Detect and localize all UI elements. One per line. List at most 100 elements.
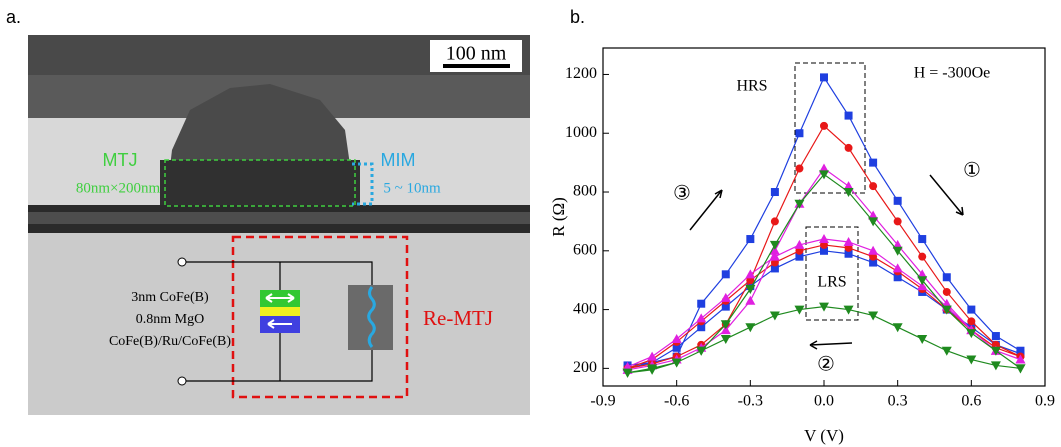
marker bbox=[769, 311, 780, 321]
marker bbox=[868, 210, 879, 220]
marker bbox=[843, 181, 854, 191]
marker bbox=[697, 299, 706, 308]
y-tick-label: 200 bbox=[573, 359, 597, 376]
marker bbox=[622, 368, 633, 378]
marker bbox=[794, 199, 805, 209]
marker bbox=[892, 323, 903, 333]
marker bbox=[794, 239, 805, 249]
re-mtj-label: Re-MTJ bbox=[423, 306, 493, 330]
y-tick-label: 1200 bbox=[565, 65, 597, 82]
marker bbox=[671, 358, 682, 368]
layout bbox=[689, 62, 964, 350]
marker bbox=[720, 334, 731, 344]
scale-bar-label: 100 nm bbox=[446, 43, 507, 65]
marker bbox=[844, 143, 853, 152]
marker bbox=[868, 217, 879, 227]
marker bbox=[769, 240, 780, 250]
panel-label: b. bbox=[570, 7, 585, 27]
marker bbox=[721, 302, 730, 311]
annotation: ② bbox=[817, 354, 835, 376]
y-tick-label: 1000 bbox=[565, 124, 597, 141]
annotation: ① bbox=[963, 160, 981, 182]
marker bbox=[966, 355, 977, 365]
marker bbox=[918, 235, 927, 244]
marker bbox=[917, 281, 928, 291]
marker bbox=[967, 305, 976, 314]
marker bbox=[770, 188, 779, 197]
marker bbox=[941, 305, 952, 315]
marker bbox=[745, 295, 756, 305]
marker bbox=[819, 170, 829, 180]
marker bbox=[869, 182, 878, 191]
marker bbox=[942, 273, 951, 282]
marker bbox=[868, 245, 879, 255]
marker bbox=[843, 305, 854, 315]
marker bbox=[746, 235, 755, 244]
marker bbox=[844, 249, 853, 258]
marker bbox=[672, 343, 681, 352]
y-tick-label: 600 bbox=[573, 241, 597, 258]
stack-label: 0.8nm MgO bbox=[136, 312, 204, 327]
marker bbox=[820, 121, 828, 130]
marker bbox=[720, 292, 731, 302]
marker bbox=[843, 188, 854, 198]
marker bbox=[892, 263, 903, 273]
marker bbox=[1015, 364, 1026, 374]
marker bbox=[991, 332, 1000, 341]
marker bbox=[795, 164, 804, 173]
marker bbox=[868, 311, 879, 321]
marker bbox=[917, 276, 928, 286]
marker bbox=[795, 252, 804, 261]
marker bbox=[819, 302, 829, 312]
panel-label: a. bbox=[6, 7, 21, 27]
marker bbox=[770, 217, 779, 226]
marker bbox=[819, 163, 829, 173]
marker bbox=[769, 251, 780, 261]
x-tick-label: -0.6 bbox=[664, 393, 689, 410]
annotation: H = -300Oe bbox=[914, 65, 991, 82]
marker bbox=[917, 269, 928, 279]
x-tick-label: -0.3 bbox=[738, 393, 763, 410]
marker bbox=[966, 329, 977, 339]
series-line bbox=[627, 76, 1022, 369]
marker bbox=[622, 361, 633, 371]
annotation: ③ bbox=[673, 183, 691, 205]
marker bbox=[892, 246, 903, 256]
y-tick-label: 800 bbox=[573, 183, 597, 200]
mtj-size: 80nm×200nm bbox=[76, 180, 161, 196]
marker bbox=[696, 346, 707, 356]
annotation: HRS bbox=[736, 78, 767, 95]
marker bbox=[918, 252, 927, 261]
marker bbox=[892, 239, 903, 249]
x-tick-label: 0.9 bbox=[1035, 393, 1055, 410]
marker bbox=[769, 245, 780, 255]
marker bbox=[893, 273, 902, 282]
marker bbox=[745, 269, 756, 279]
marker bbox=[647, 364, 658, 374]
x-tick-label: 0.6 bbox=[961, 393, 981, 410]
marker bbox=[794, 305, 805, 315]
y-axis-label: R (Ω) bbox=[549, 197, 568, 237]
marker bbox=[967, 317, 976, 326]
x-tick-label: 0.3 bbox=[888, 393, 908, 410]
marker bbox=[819, 234, 829, 244]
x-tick-label: 0.0 bbox=[814, 393, 834, 410]
marker bbox=[869, 158, 878, 167]
micrograph bbox=[28, 35, 530, 415]
marker bbox=[745, 285, 756, 295]
marker bbox=[844, 111, 853, 120]
marker bbox=[1015, 354, 1026, 364]
stack-label: CoFe(B)/Ru/CoFe(B) bbox=[109, 334, 231, 349]
marker bbox=[720, 320, 731, 330]
marker bbox=[990, 361, 1001, 371]
x-tick-label: -0.9 bbox=[590, 393, 615, 410]
marker bbox=[647, 351, 658, 361]
y-tick-label: 400 bbox=[573, 300, 597, 317]
marker bbox=[820, 246, 828, 255]
marker bbox=[671, 333, 682, 343]
marker bbox=[720, 325, 731, 335]
marker bbox=[942, 287, 951, 296]
marker bbox=[843, 236, 854, 246]
x-axis-label: V (V) bbox=[804, 426, 844, 445]
